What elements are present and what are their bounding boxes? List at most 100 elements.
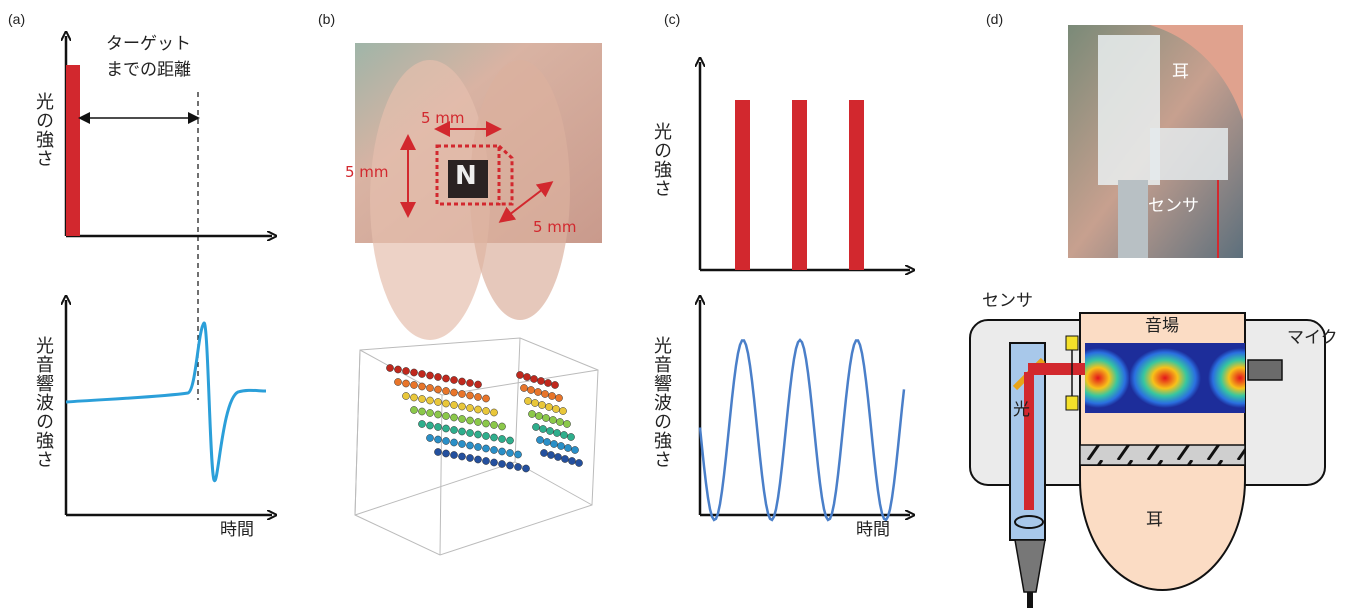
scatter-point [482,420,489,427]
scatter-point [490,409,497,416]
scatter-point [498,423,505,430]
scatter-point [394,378,401,385]
scatter-point [555,394,562,401]
scatter-point [458,403,465,410]
scatter-point [450,451,457,458]
scatter-point [530,375,537,382]
scatter-point [442,450,449,457]
scatter-point [542,414,549,421]
scatter-point [531,399,538,406]
scatter-point [474,418,481,425]
scatter-point [557,442,564,449]
scatter-point [466,417,473,424]
scatter-point [434,436,441,443]
light-pulses [735,100,864,270]
scatter-point [541,390,548,397]
scatter-point [568,457,575,464]
scatter-point [434,398,441,405]
scatter-point [458,440,465,447]
photoacoustic-pulse [66,323,266,481]
scatter-point [466,404,473,411]
scatter-point [498,448,505,455]
scatter-point [548,392,555,399]
scatter-point [559,407,566,414]
scatter-point [523,373,530,380]
scatter-point [534,388,541,395]
axis-label: 光の強さ [652,122,670,198]
scatter-point [474,393,481,400]
scatter-point [561,455,568,462]
scatter-point [426,434,433,441]
scatter-point [535,412,542,419]
axis-label: 光の強さ [34,92,52,168]
scatter-point [426,372,433,379]
scatter-point [410,406,417,413]
scatter-point [545,403,552,410]
scatter-point [506,462,513,469]
scatter-point [540,449,547,456]
scatter-point [524,397,531,404]
scatter-point [442,425,449,432]
scatter-point [466,379,473,386]
scatter-point [556,418,563,425]
scatter-point [450,426,457,433]
scatter-point [543,438,550,445]
scatter-point [490,446,497,453]
scatter-point [538,401,545,408]
scatter-point [458,428,465,435]
scatter-point [418,408,425,415]
scatter-point [514,463,521,470]
scatter-point [537,377,544,384]
scatter-point [498,460,505,467]
scatter-point [458,378,465,385]
scatter-point [552,405,559,412]
diagram-label: マイク [1287,330,1338,347]
panel-label: (a) [8,12,25,26]
axis-label: 時間 [856,522,890,539]
scatter-point [426,384,433,391]
scatter-point [554,453,561,460]
scatter-point [450,376,457,383]
scatter-point [410,381,417,388]
scatter-point [516,371,523,378]
axis-label: 光音響波の強さ [652,336,670,469]
annotation: までの距離 [106,62,191,79]
scatter-point [520,384,527,391]
target-letter: N [455,163,477,189]
scatter-point [410,394,417,401]
scatter-point [450,401,457,408]
diagram-label: センサ [982,293,1033,310]
light-pulse [66,65,80,236]
scatter-point [506,449,513,456]
scatter-point [442,387,449,394]
scatter-point [549,416,556,423]
scatter-point [434,386,441,393]
sensor-diagram [970,313,1325,608]
scatter-point [418,420,425,427]
dimension-label: 5 mm [533,220,577,235]
scatter-point [553,429,560,436]
figure: (a) ターゲット までの距離 光の強さ 光音響波の強さ 時間 (b) N 5 … [0,0,1352,613]
scatter-point [544,379,551,386]
scatter-point [442,412,449,419]
scatter-point [474,406,481,413]
scatter-point [514,451,521,458]
scatter-point [426,409,433,416]
scatter-point [418,383,425,390]
scatter-point [560,431,567,438]
scatter-point [466,429,473,436]
scatter-point [490,421,497,428]
scatter-point [402,380,409,387]
scatter-point [450,439,457,446]
scatter-point [536,436,543,443]
scatter-point [466,454,473,461]
scatter-point [434,373,441,380]
scatter-point [474,431,481,438]
scatter-point [386,364,393,371]
dimension-label: 5 mm [345,165,389,180]
scatter-point [474,443,481,450]
scatter-point [442,375,449,382]
scatter-point [550,440,557,447]
diagram-label: 耳 [1146,512,1163,529]
scatter-point [434,423,441,430]
